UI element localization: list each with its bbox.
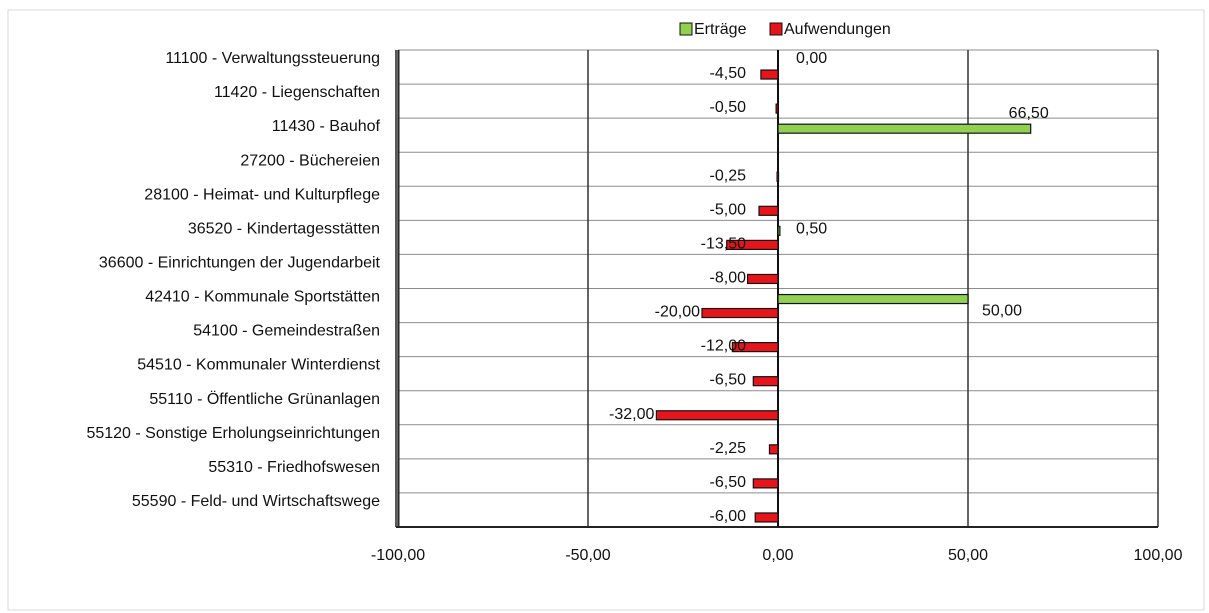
data-label-aufwendungen: -6,00 (710, 508, 747, 525)
category-label: 55310 - Friedhofswesen (208, 459, 380, 476)
bar-ertraege (777, 225, 781, 236)
data-label-aufwendungen: -5,00 (710, 201, 747, 218)
bar-ertraege (777, 123, 1032, 134)
bar-aufwendungen (655, 410, 779, 421)
figure-border (7, 9, 1205, 611)
data-label-aufwendungen: -20,00 (655, 304, 700, 321)
x-tick-label: -100,00 (371, 547, 425, 564)
data-label-aufwendungen: -32,00 (609, 406, 654, 423)
plot-area: -100,00 -50,00 0,00 50,00 100,00 11100 - Verw… (86, 49, 1183, 564)
legend-label-ertraege: Erträge (694, 21, 747, 38)
data-label-aufwendungen: -6,50 (710, 372, 747, 389)
bar-aufwendungen (776, 171, 780, 182)
legend-label-aufwendungen: Aufwendungen (784, 21, 891, 38)
bar-aufwendungen (768, 444, 779, 455)
x-tick-label: 0,00 (762, 547, 793, 564)
data-label-aufwendungen: -0,50 (710, 99, 747, 116)
bar-aufwendungen (701, 307, 779, 319)
category-label: 36520 - Kindertagesstätten (188, 220, 380, 237)
category-label: 55110 - Öffentliche Grünanlagen (149, 390, 380, 408)
bar-aufwendungen (731, 342, 779, 353)
legend-swatch-ertraege (679, 22, 693, 36)
data-label-aufwendungen: -12,00 (701, 338, 746, 355)
category-label: 54100 - Gemeindestraßen (193, 323, 380, 340)
data-label-aufwendungen: -2,25 (710, 440, 747, 457)
x-tick-label: 50,00 (948, 547, 988, 564)
bar-aufwendungen (726, 239, 779, 250)
category-label: 42410 - Kommunale Sportstätten (145, 289, 380, 306)
bar-aufwendungen (775, 103, 779, 114)
data-label-ertraege: 50,00 (982, 303, 1022, 320)
data-label-aufwendungen: -8,00 (710, 269, 747, 286)
bar-ertraege (777, 293, 969, 305)
bar-aufwendungen (760, 69, 779, 80)
data-label-ertraege: 0,00 (796, 50, 827, 67)
data-label-aufwendungen: -13,50 (701, 235, 746, 252)
legend-swatch-aufwendungen (769, 22, 783, 36)
category-label: 11420 - Liegenschaften (214, 84, 380, 101)
category-label: 55590 - Feld- und Wirtschaftswege (132, 493, 380, 510)
x-tick-label: 100,00 (1134, 547, 1183, 564)
data-label-ertraege: 0,50 (796, 220, 827, 237)
bar-aufwendungen (758, 205, 779, 216)
data-label-aufwendungen: -4,50 (710, 65, 747, 82)
category-label: 28100 - Heimat- und Kulturpflege (144, 186, 380, 203)
category-label: 54510 - Kommunaler Winterdienst (137, 357, 380, 374)
category-label: 55120 - Sonstige Erholungseinrichtungen (86, 425, 380, 442)
data-label-aufwendungen: -6,50 (710, 474, 747, 491)
data-label-aufwendungen: -0,25 (710, 167, 747, 184)
category-label: 36600 - Einrichtungen der Jugendarbeit (99, 254, 381, 271)
bar-aufwendungen (754, 512, 779, 523)
data-label-ertraege: 66,50 (1009, 105, 1049, 122)
bar-aufwendungen (752, 376, 779, 387)
bar-aufwendungen (752, 478, 779, 489)
x-tick-label: -50,00 (565, 547, 610, 564)
category-label: 11430 - Bauhof (272, 118, 381, 135)
category-label: 11100 - Verwaltungssteuerung (165, 50, 380, 67)
legend: Erträge Aufwendungen (679, 21, 891, 38)
bar-aufwendungen (746, 273, 779, 285)
category-label: 27200 - Büchereien (240, 152, 380, 169)
